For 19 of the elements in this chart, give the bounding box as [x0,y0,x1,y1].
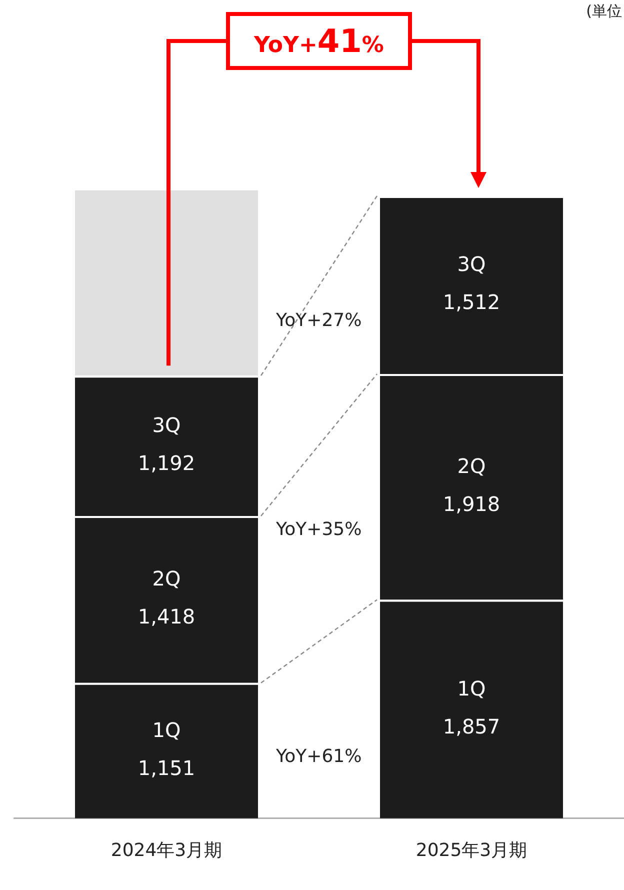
data-label: 1,918 [442,492,500,516]
x-tick-label: 2025年3月期 [416,840,528,861]
text: 3Q [457,252,486,276]
text: YoY+41% [254,22,384,60]
data-label: 1,151 [138,756,196,780]
data-label: 1,192 [138,450,196,475]
data-label: 1,512 [442,290,500,314]
annotation: YoY+35% [276,519,362,540]
series-label: 1Q [152,718,181,742]
annotation: YoY+61% [276,746,362,767]
data-label: 1,418 [138,604,196,629]
series-label: 2Q [152,566,181,591]
annotation: YoY+27% [276,310,362,331]
data-label: 1,857 [442,714,500,738]
text: 2Q [457,454,486,478]
text: 1Q [457,676,486,700]
x-tick-label: 2024年3月期 [110,840,222,861]
text: (単位 [586,2,622,21]
series-label: 3Q [152,412,181,437]
